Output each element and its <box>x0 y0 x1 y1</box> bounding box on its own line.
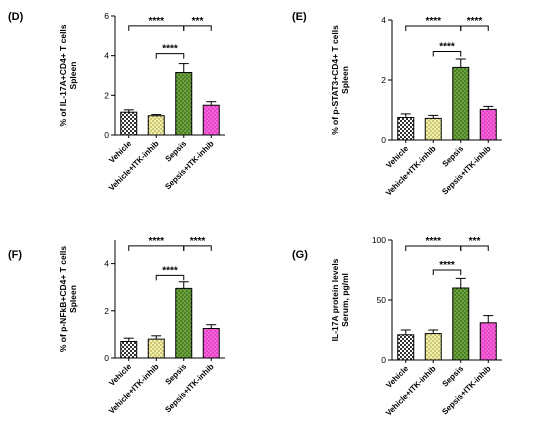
x-tick-label: Vehicle <box>107 362 133 388</box>
bar-vehicle <box>397 117 415 141</box>
y-axis-label-line: Serum, pg/ml <box>340 273 350 327</box>
bar-sepsis-itk-inhib <box>479 108 497 141</box>
y-tick-label: 2 <box>104 306 109 316</box>
significance-label: **** <box>148 16 164 27</box>
y-axis-label: % of IL-17A+CD4+ T cellsSpleen <box>58 24 78 126</box>
y-axis-label-line: IL-17A protein levels <box>330 258 340 341</box>
significance-label: **** <box>190 236 206 247</box>
bar-sepsis <box>175 72 193 136</box>
bar-vehicle-itk-inhib <box>424 117 442 141</box>
significance-label: *** <box>192 16 204 27</box>
x-tick-label: Vehicle+ITK-inhib <box>107 362 161 416</box>
bar-sepsis <box>452 287 470 361</box>
y-tick-label: 4 <box>104 51 109 61</box>
x-tick-label: Sepsis <box>164 362 189 387</box>
x-tick-label: Vehicle+ITK-inhib <box>107 139 161 193</box>
bar-vehicle <box>397 334 415 361</box>
significance-bracket <box>183 245 212 251</box>
significance-bracket <box>460 245 489 251</box>
bar-sepsis-itk-inhib <box>202 104 220 136</box>
bar-vehicle-itk-inhib <box>147 338 165 359</box>
y-axis-label-line: % of p-NFkB+CD4+ T cells <box>58 246 68 353</box>
x-tick-label: Sepsis <box>441 364 466 389</box>
bar-sepsis-itk-inhib <box>479 322 497 361</box>
y-tick-label: 0 <box>104 353 109 363</box>
y-axis-label-line: % of IL-17A+CD4+ T cells <box>58 24 68 126</box>
y-axis-label-line: % of p-STAT3+CD4+ T cells <box>330 25 340 135</box>
chart-panel-d: (D) % of IL-17A+CD4+ T cellsSpleen 0 2 4 6 Veh… <box>8 11 225 193</box>
y-tick-label: 2 <box>381 75 386 85</box>
panel-label: (F) <box>8 249 22 261</box>
significance-label: **** <box>148 236 164 247</box>
x-tick-label: Sepsis+ITK-inhib <box>440 364 492 416</box>
y-tick-label: 6 <box>104 11 109 21</box>
panel-label: (D) <box>8 11 24 23</box>
significance-label: **** <box>467 16 483 27</box>
panel-label: (G) <box>292 249 308 261</box>
y-axis-label: IL-17A protein levelsSerum, pg/ml <box>330 258 350 341</box>
chart-panel-f: (F) % of p-NFkB+CD4+ T cellsSpleen 0 2 4 Vehi… <box>8 236 225 416</box>
y-tick-label: 0 <box>381 355 386 365</box>
x-tick-label: Sepsis+ITK-inhib <box>163 139 215 191</box>
y-axis-label-line: Spleen <box>68 62 78 90</box>
y-tick-label: 4 <box>104 259 109 269</box>
y-tick-label: 100 <box>372 235 386 245</box>
x-tick-label: Sepsis+ITK-inhib <box>163 362 215 414</box>
bar-sepsis <box>452 66 470 141</box>
y-tick-label: 0 <box>104 130 109 140</box>
significance-bracket <box>432 269 462 275</box>
y-axis-label: % of p-STAT3+CD4+ T cellsSpleen <box>330 25 350 135</box>
x-tick-label: Vehicle <box>384 144 410 170</box>
y-axis-label: % of p-NFkB+CD4+ T cellsSpleen <box>58 246 78 353</box>
significance-label: **** <box>439 260 455 271</box>
significance-label: **** <box>425 16 441 27</box>
significance-label: **** <box>162 265 178 276</box>
significance-label: **** <box>425 236 441 247</box>
bar-vehicle-itk-inhib <box>147 115 165 136</box>
bar-sepsis <box>175 287 193 359</box>
y-tick-label: 50 <box>377 295 387 305</box>
y-tick-label: 0 <box>381 135 386 145</box>
significance-label: *** <box>469 236 481 247</box>
significance-bracket <box>432 51 462 57</box>
y-tick-label: 2 <box>104 90 109 100</box>
significance-label: **** <box>162 44 178 55</box>
x-tick-label: Vehicle <box>384 364 410 390</box>
x-tick-label: Sepsis <box>441 144 466 169</box>
significance-bracket <box>155 274 185 281</box>
significance-label: **** <box>439 42 455 53</box>
chart-panel-e: (E) % of p-STAT3+CD4+ T cellsSpleen 0 2 4 Veh… <box>292 11 502 198</box>
bar-vehicle <box>120 340 138 359</box>
y-axis-label-line: Spleen <box>340 66 350 94</box>
x-tick-label: Vehicle+ITK-inhib <box>384 144 438 198</box>
x-tick-label: Sepsis+ITK-inhib <box>440 144 492 196</box>
x-tick-label: Vehicle <box>107 139 133 165</box>
panel-label: (E) <box>292 11 307 23</box>
significance-bracket <box>183 25 212 31</box>
bar-vehicle-itk-inhib <box>424 333 442 361</box>
x-tick-label: Sepsis <box>164 139 189 164</box>
chart-panel-g: (G) IL-17A protein levelsSerum, pg/ml 0 50 1… <box>292 235 502 418</box>
bar-sepsis-itk-inhib <box>202 328 220 359</box>
x-tick-label: Vehicle+ITK-inhib <box>384 364 438 418</box>
bar-vehicle <box>120 111 138 136</box>
y-tick-label: 4 <box>381 15 386 25</box>
y-axis-label-line: Spleen <box>68 285 78 313</box>
significance-bracket <box>155 53 185 59</box>
significance-bracket <box>460 25 489 31</box>
